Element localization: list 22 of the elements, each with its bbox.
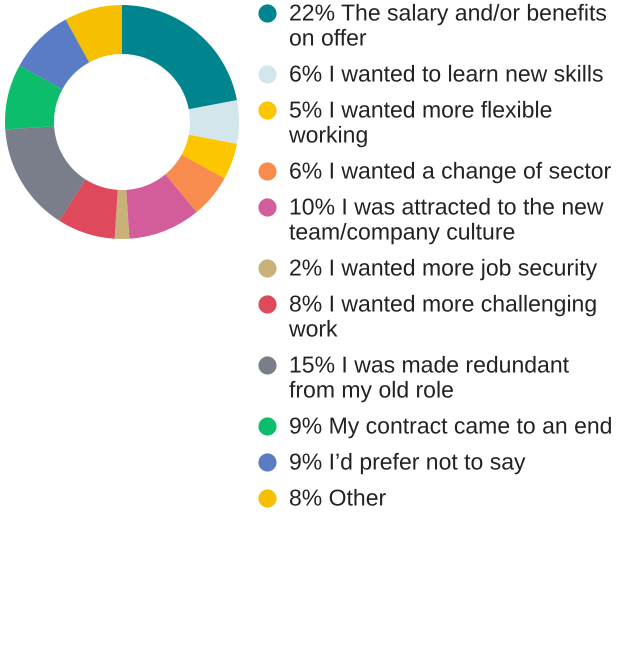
donut-slice: [122, 5, 237, 110]
donut-slice: [5, 126, 86, 221]
donut-slice: [5, 66, 62, 130]
donut-slice: [59, 179, 118, 239]
legend-label: 10% I was attracted to the new team/company culture: [289, 194, 604, 244]
legend-label: 2% I wanted more job security: [289, 254, 598, 280]
legend-label: 9% I’d prefer not to say: [289, 448, 526, 474]
legend-label: 8% Other: [289, 484, 386, 510]
donut-slice: [66, 5, 122, 62]
donut-slice: [114, 190, 130, 239]
legend-label: 9% My contract came to an end: [289, 412, 612, 438]
donut-slice: [126, 174, 197, 239]
legend-label: 6% I wanted a change of sector: [289, 158, 612, 184]
donut-slice: [182, 134, 237, 178]
legend-label: 15% I was made redundant from my old role: [289, 352, 570, 402]
donut-slice: [165, 154, 225, 212]
donut-slice: [188, 100, 239, 144]
legend-label: 22% The salary and/or benefits on offer: [289, 0, 607, 50]
donut-slice: [19, 19, 90, 90]
legend-label: 5% I wanted more flexible working: [288, 96, 552, 148]
legend-label: 8% I wanted more challenging work: [288, 290, 598, 342]
legend-label: 6% I wanted to learn new skills: [289, 60, 604, 86]
